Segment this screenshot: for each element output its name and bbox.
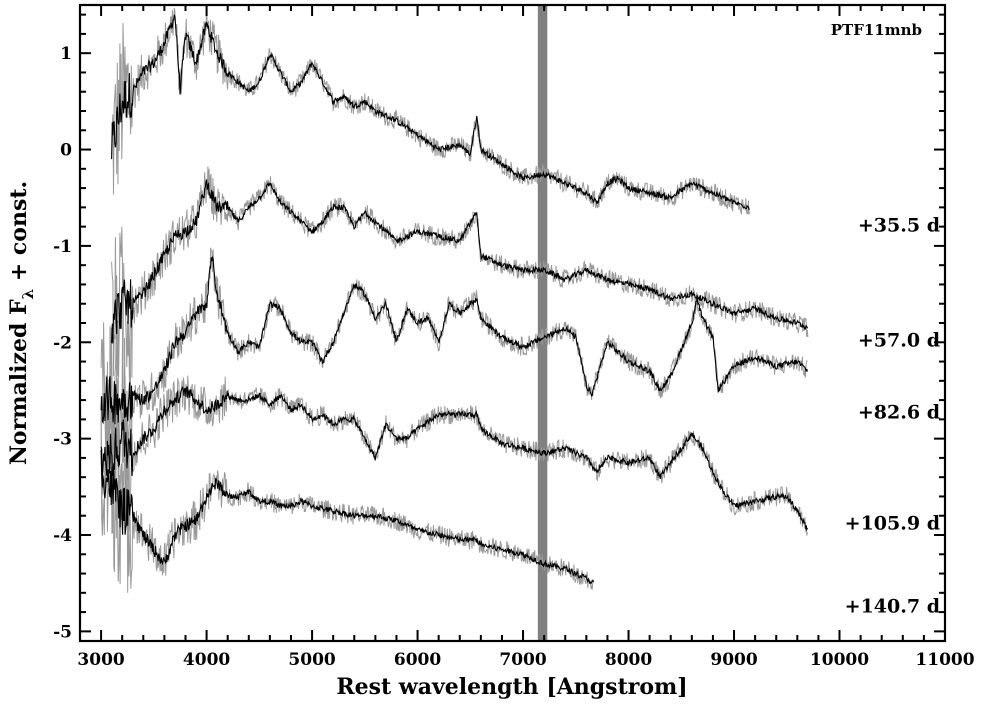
y-tick-label: -4: [53, 526, 72, 546]
object-label: PTF11mnb: [831, 21, 922, 39]
x-tick-label: 7000: [499, 650, 546, 670]
epoch-label-4: +140.7 d: [845, 595, 940, 617]
y-axis-title-sub: λ: [19, 289, 37, 300]
x-tick-label: 4000: [183, 650, 230, 670]
x-axis-title: Rest wavelength [Angstrom]: [336, 674, 687, 700]
y-tick-label: -3: [53, 430, 72, 450]
smoothed-spectrum-2: [100, 255, 808, 425]
y-axis-title-main: Normalized F: [6, 299, 32, 465]
telluric-band-layer: [537, 5, 548, 641]
y-tick-label: 1: [60, 44, 72, 64]
y-tick-label: -1: [53, 237, 72, 257]
x-tick-label: 10000: [810, 650, 869, 670]
smoothed-spectrum-0: [111, 14, 750, 211]
raw-spectrum-2: [100, 247, 808, 480]
epoch-label-2: +82.6 d: [858, 402, 940, 424]
smoothed-spectrum-3: [100, 386, 808, 532]
smoothed-spectra-layer: [100, 14, 808, 585]
x-tick-label: 3000: [77, 650, 124, 670]
axis-ticks: [79, 5, 946, 641]
raw-spectrum-3: [100, 375, 808, 536]
x-tick-label: 11000: [915, 650, 974, 670]
raw-spectrum-4: [100, 401, 594, 593]
epoch-label-0: +35.5 d: [858, 215, 940, 237]
x-tick-labels: 3000 4000 5000 6000 7000 8000 9000 10000 11000: [77, 650, 974, 670]
epoch-labels: +35.5 d +57.0 d +82.6 d +105.9 d +140.7 d: [845, 215, 940, 618]
x-tick-label: 9000: [710, 650, 757, 670]
x-tick-label: 8000: [605, 650, 652, 670]
epoch-label-3: +105.9 d: [845, 512, 940, 534]
plot-frame: [78, 3, 947, 643]
x-tick-label: 6000: [394, 650, 441, 670]
y-axis-title: Normalized Fλ + const.: [6, 181, 37, 465]
epoch-label-1: +57.0 d: [858, 329, 940, 351]
y-tick-label: 0: [60, 141, 72, 161]
smoothed-spectrum-4: [100, 449, 595, 585]
smoothed-spectrum-1: [111, 179, 808, 344]
telluric-band: [537, 5, 548, 641]
y-axis-title-tail: + const.: [6, 181, 32, 289]
raw-spectrum-1: [111, 166, 809, 378]
y-tick-label: -5: [53, 622, 72, 642]
y-tick-label: -2: [53, 333, 72, 353]
y-tick-labels: 1 0 -1 -2 -3 -4 -5: [53, 44, 72, 642]
x-tick-label: 5000: [288, 650, 335, 670]
